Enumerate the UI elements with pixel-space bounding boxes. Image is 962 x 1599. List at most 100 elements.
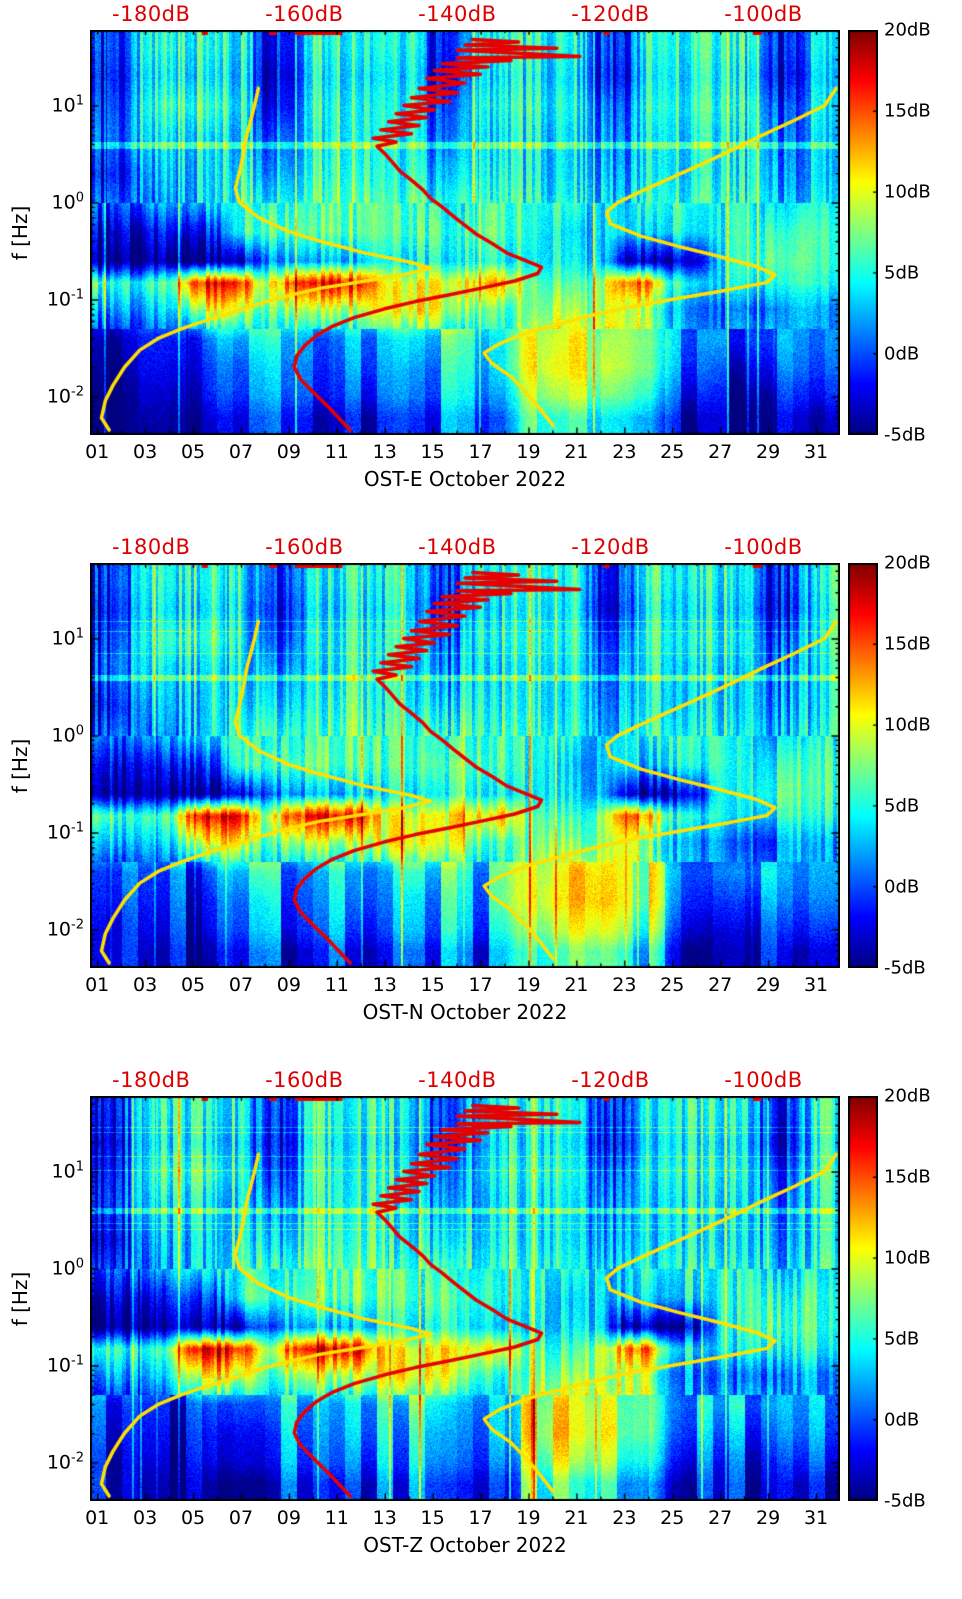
x-axis-tick-label: 29 [756,974,781,996]
x-axis-tick-label: 11 [324,974,349,996]
x-axis-tick-label: 11 [324,441,349,463]
ytick-exponent: 1 [75,93,84,109]
x-axis-tick-label: 21 [564,441,589,463]
y-axis-tick-label: 101 [52,627,84,650]
top-axis-tick-label: -100dB [724,2,803,26]
spectrogram-panel: -180dB -160dB -140dB -120dB -100dB f [Hz] 10… [0,1066,962,1599]
x-axis-tick-label: 09 [276,1507,301,1529]
y-axis-tick-label: 10-1 [47,288,84,311]
x-axis-tick-label: 03 [133,441,158,463]
x-axis-tick-label: 15 [420,1507,445,1529]
colorbar-tick-label: -5dB [884,957,926,979]
x-axis-tick-label: 05 [180,1507,206,1529]
spectrogram-panel: -180dB -160dB -140dB -120dB -100dB f [Hz] 10… [0,533,962,1066]
ytick-base: 10 [51,725,76,748]
ytick-base: 10 [46,919,72,942]
colorbar-tick-label: 15dB [884,633,931,655]
x-axis-tick-label: 09 [276,974,301,996]
top-db-axis: -180dB -160dB -140dB -120dB -100dB [0,0,962,30]
x-axis-tick-label: 15 [420,441,445,463]
x-axis-tick-label: 19 [516,1507,541,1529]
panel-title: OST-N October 2022 [362,1000,568,1024]
ytick-exponent: -1 [71,287,84,303]
y-axis-tick-label: 100 [52,724,84,747]
ytick-base: 10 [46,289,72,312]
top-axis-tick-label: -180dB [112,1068,191,1092]
x-axis-tick-label: 13 [372,441,397,463]
colorbar-tick-label: -5dB [884,424,926,446]
x-axis-tick-label: 21 [564,1507,589,1529]
x-axis-tick-label: 05 [180,974,206,996]
y-axis-label: f [Hz] [8,205,32,260]
top-axis-tick-label: -120dB [571,1068,650,1092]
y-axis-label: f [Hz] [8,738,32,793]
top-axis-tick-label: -160dB [265,2,344,26]
ytick-base: 10 [51,192,76,215]
x-axis-tick-label: 27 [708,974,733,996]
top-axis-tick-label: -140dB [418,2,497,26]
ytick-base: 10 [46,386,72,409]
colorbar-tick-label: 20dB [884,1085,931,1107]
ytick-base: 10 [46,822,72,845]
top-axis-tick-label: -180dB [112,2,191,26]
spectrogram-canvas [90,30,840,435]
panel-title: OST-E October 2022 [363,467,567,491]
x-axis-tick-label: 01 [85,1507,110,1529]
ytick-base: 10 [51,95,76,118]
x-axis-tick-label: 07 [228,1507,254,1529]
x-axis-tick-label: 27 [708,441,733,463]
ytick-exponent: -2 [71,917,84,933]
y-axis-tick-label: 100 [52,1257,84,1280]
colorbar-tick-label: 20dB [884,552,931,574]
x-axis-tick-label: 13 [372,1507,397,1529]
top-axis-tick-label: -140dB [418,535,497,559]
colorbar [848,563,878,968]
colorbar-tick-label: 10dB [884,1247,931,1269]
ytick-base: 10 [51,1161,76,1184]
y-axis-tick-label: 10-1 [47,821,84,844]
x-axis-tick-label: 03 [133,974,158,996]
x-axis-tick-label: 07 [228,441,254,463]
x-axis-tick-label: 19 [516,441,541,463]
colorbar-tick-label: 5dB [884,1328,920,1350]
x-axis-tick-label: 25 [660,974,685,996]
x-axis-tick-label: 05 [180,441,206,463]
x-axis-tick-label: 17 [468,441,493,463]
y-axis-tick-label: 10-2 [47,918,84,941]
x-axis-tick-label: 01 [85,441,110,463]
ytick-exponent: 0 [75,190,84,206]
spectrogram-canvas [90,1096,840,1501]
ytick-base: 10 [51,628,76,651]
x-axis-tick-label: 03 [133,1507,158,1529]
colorbar-tick-label: 5dB [884,262,920,284]
y-axis-tick-label: 10-1 [47,1354,84,1377]
y-axis-tick-label: 101 [52,94,84,117]
x-axis-tick-label: 23 [612,974,637,996]
x-axis-tick-label: 19 [516,974,541,996]
x-axis-tick-label: 31 [803,974,829,996]
ytick-base: 10 [46,1452,72,1475]
colorbar-tick-label: 0dB [884,876,920,898]
ytick-exponent: -1 [71,820,84,836]
colorbar-tick-label: 10dB [884,714,931,736]
x-axis-tick-label: 13 [372,974,397,996]
x-axis-tick-label: 09 [276,441,301,463]
colorbar-tick-label: 5dB [884,795,920,817]
y-axis-label: f [Hz] [8,1271,32,1326]
x-axis-tick-label: 29 [756,441,781,463]
colorbar-tick-label: -5dB [884,1490,926,1512]
ytick-exponent: -2 [71,384,84,400]
y-axis-tick-label: 100 [52,191,84,214]
x-axis-tick-label: 17 [468,974,493,996]
ytick-exponent: 0 [75,723,84,739]
x-axis-tick-label: 07 [228,974,254,996]
top-axis-tick-label: -140dB [418,1068,497,1092]
ytick-exponent: 1 [75,1159,84,1175]
colorbar-tick-label: 20dB [884,19,931,41]
x-axis-tick-label: 17 [468,1507,493,1529]
panel-title: OST-Z October 2022 [363,1533,567,1557]
colorbar-tick-label: 15dB [884,1166,931,1188]
colorbar-tick-label: 10dB [884,181,931,203]
x-axis-tick-label: 23 [612,441,637,463]
spectrogram-canvas [90,563,840,968]
